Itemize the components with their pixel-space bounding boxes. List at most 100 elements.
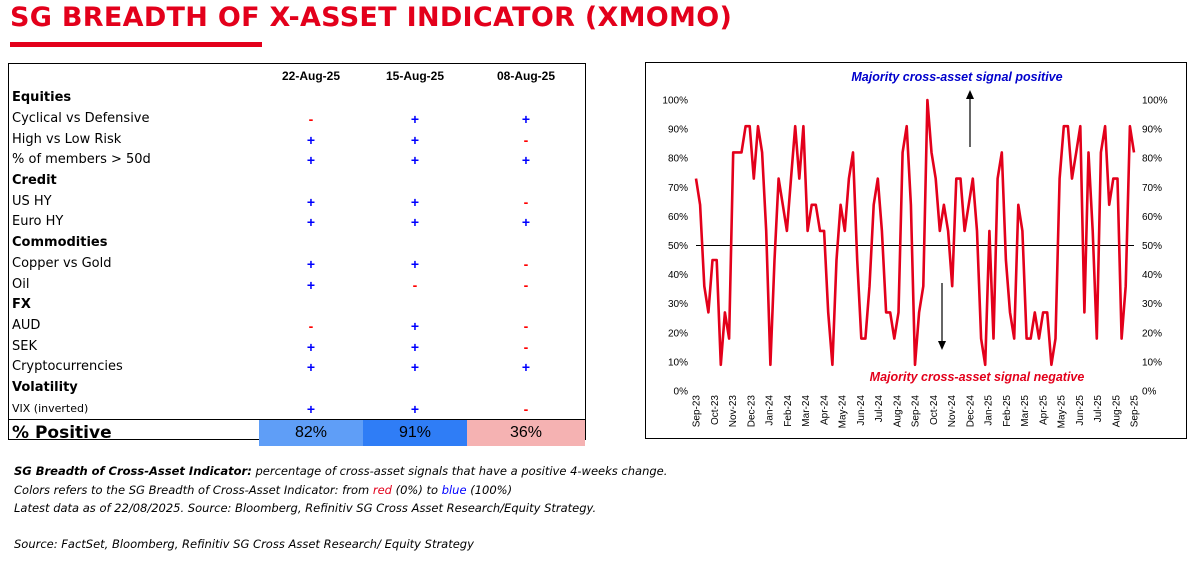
y-tick-label: 0% (1142, 387, 1157, 398)
signal-cell: - (308, 317, 314, 334)
signal-cell: + (306, 338, 316, 355)
signal-cell: + (410, 317, 420, 334)
y-tick-label: 10% (668, 357, 688, 368)
signal-cell: - (523, 276, 529, 293)
x-tick-label: Mar-25 (1020, 395, 1031, 427)
x-tick-label: Dec-23 (746, 395, 757, 428)
row-label: High vs Low Risk (12, 131, 122, 147)
table-row: Copper vs Gold + + - (9, 254, 585, 275)
percent-positive-value: 36% (467, 419, 585, 446)
percent-positive-value: 91% (363, 419, 467, 446)
section-row: FX (9, 295, 585, 316)
signal-cell: - (412, 276, 418, 293)
signal-cell (467, 233, 585, 254)
y-axis-right: 0% 10% 20% 30% 40% 50% 60% 70% 80% 90% 100% (1142, 96, 1168, 398)
signal-cell: + (410, 400, 420, 417)
y-tick-label: 90% (1142, 125, 1162, 136)
xmomo-line-chart: 0% 10% 20% 30% 40% 50% 60% 70% 80% 90% 100% 0% 10% 2… (662, 70, 1168, 429)
signal-cell: + (410, 131, 420, 148)
header-date: 08-Aug-25 (496, 69, 555, 83)
signal-cell: - (523, 338, 529, 355)
x-tick-label: May-25 (1057, 395, 1068, 429)
footnote-colors-text: Colors refers to the SG Breadth of Cross… (14, 483, 373, 497)
table-row: Euro HY + + + (9, 212, 585, 233)
y-tick-label: 20% (668, 328, 688, 339)
x-tick-label: Jul-25 (1093, 395, 1104, 423)
x-tick-label: Sep-25 (1130, 395, 1141, 428)
x-tick-label: Jan-24 (765, 395, 776, 426)
signal-cell: + (521, 359, 531, 376)
y-tick-label: 50% (1142, 241, 1162, 252)
footnote-source: Source: FactSet, Bloomberg, Refinitiv SG… (14, 537, 474, 551)
x-tick-label: Jan-25 (984, 395, 995, 426)
row-label: % of members > 50d (12, 152, 151, 168)
footnote-colors-blue: blue (441, 483, 467, 497)
xmomo-chart-panel: 0% 10% 20% 30% 40% 50% 60% 70% 80% 90% 100% 0% 10% 2… (645, 62, 1187, 439)
signal-cell: + (410, 338, 420, 355)
signal-cell: + (410, 255, 420, 272)
row-label: US HY (12, 193, 52, 209)
row-label: VIX (inverted) (12, 401, 89, 415)
footnote-colors-red: red (372, 483, 392, 497)
signal-cell (259, 233, 363, 254)
section-label: FX (12, 297, 31, 313)
x-tick-label: Oct-23 (710, 395, 721, 425)
x-tick-label: Mar-24 (801, 395, 812, 427)
annotation-negative: Majority cross-asset signal negative (870, 370, 1085, 384)
x-tick-label: Apr-25 (1038, 395, 1049, 425)
x-tick-label: Jun-25 (1075, 395, 1086, 426)
y-tick-label: 70% (1142, 183, 1162, 194)
y-tick-label: 40% (668, 270, 688, 281)
y-tick-label: 30% (1142, 299, 1162, 310)
signal-cell: + (306, 276, 316, 293)
down-arrow-head (938, 341, 946, 350)
section-label: Credit (12, 173, 57, 189)
signal-cell: - (308, 111, 314, 128)
x-tick-label: Apr-24 (819, 395, 830, 425)
signal-cell: - (523, 193, 529, 210)
x-tick-label: Aug-25 (1111, 395, 1122, 428)
row-label: AUD (12, 317, 41, 333)
signal-cell (363, 378, 467, 399)
signal-table: 22-Aug-25 15-Aug-25 08-Aug-25 Equities Cy… (9, 64, 585, 446)
signal-cell: + (306, 193, 316, 210)
signal-cell: - (523, 317, 529, 334)
signal-cell: + (306, 255, 316, 272)
table-row: AUD - + - (9, 316, 585, 337)
signal-cell: + (306, 359, 316, 376)
row-label: Cyclical vs Defensive (12, 111, 150, 127)
table-row: Cyclical vs Defensive - + + (9, 109, 585, 130)
footnote-colors-post: (100%) (466, 483, 513, 497)
table-header-row: 22-Aug-25 15-Aug-25 08-Aug-25 (9, 64, 585, 88)
x-tick-label: Aug-24 (892, 395, 903, 428)
signal-cell: + (521, 152, 531, 169)
signal-cell: + (306, 131, 316, 148)
signal-cell (259, 378, 363, 399)
header-blank (9, 64, 259, 88)
header-date: 15-Aug-25 (385, 69, 444, 83)
up-arrow-head (966, 90, 974, 99)
x-tick-label: Sep-24 (911, 395, 922, 428)
signal-cell: + (410, 111, 420, 128)
section-row: Volatility (9, 378, 585, 399)
footnote-definition-text: percentage of cross-asset signals that h… (251, 464, 668, 478)
annotation-positive: Majority cross-asset signal positive (851, 70, 1062, 84)
signal-cell: + (410, 359, 420, 376)
row-label: Oil (12, 276, 30, 292)
signal-cell: + (306, 152, 316, 169)
signal-cell (363, 295, 467, 316)
table-row: US HY + + - (9, 191, 585, 212)
footnote-latest-data: Latest data as of 22/08/2025. Source: Bl… (14, 501, 597, 515)
x-tick-label: Sep-23 (692, 395, 703, 428)
table-row: Cryptocurrencies + + + (9, 357, 585, 378)
signal-cell (467, 378, 585, 399)
header-date: 22-Aug-25 (281, 69, 340, 83)
section-label: Volatility (12, 379, 78, 395)
y-tick-label: 80% (1142, 154, 1162, 165)
y-tick-label: 30% (668, 299, 688, 310)
section-row: Commodities (9, 233, 585, 254)
percent-positive-value: 82% (259, 419, 363, 446)
footnote-definition: SG Breadth of Cross-Asset Indicator: per… (14, 464, 667, 478)
footnote-colors: Colors refers to the SG Breadth of Cross… (14, 483, 512, 497)
x-tick-label: Oct-24 (929, 395, 940, 425)
